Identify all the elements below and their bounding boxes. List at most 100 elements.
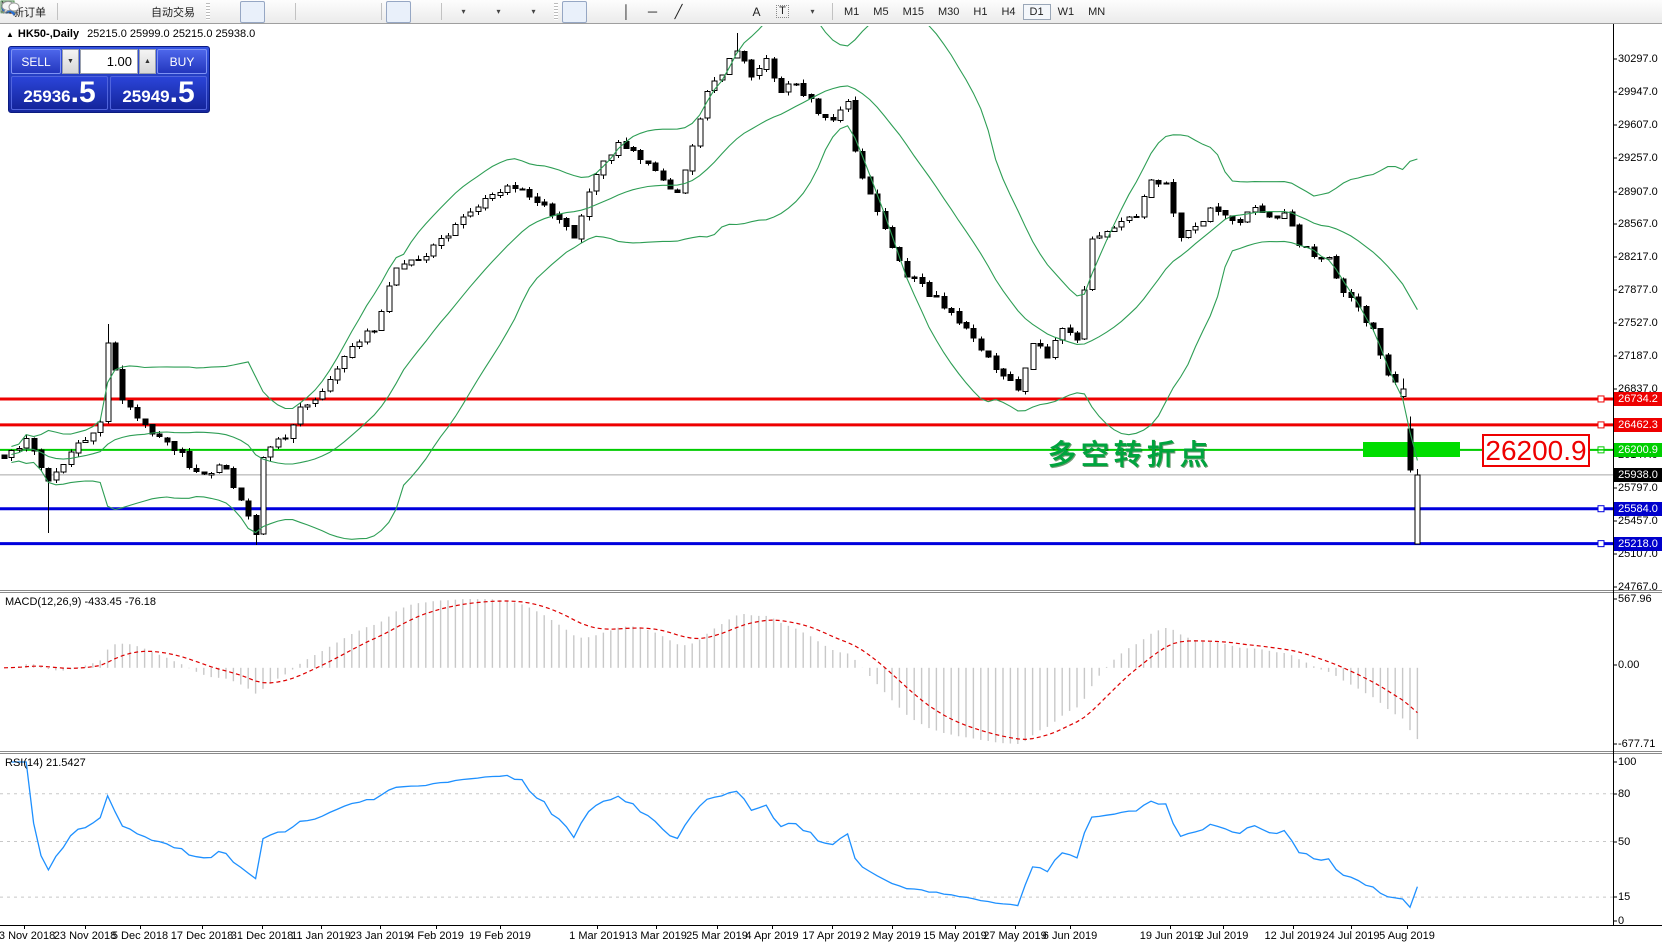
text-label-icon[interactable]: T <box>770 1 795 23</box>
rsi-pane <box>11 761 1419 909</box>
timeframe-button-h1[interactable]: H1 <box>973 5 988 18</box>
auto-trading-label: 自动交易 <box>151 6 195 19</box>
macd-tick: -677.71 <box>1618 738 1656 750</box>
date-tick: 5 Dec 2018 <box>111 930 169 942</box>
price-tick: 27187.0 <box>1618 350 1658 362</box>
auto-scroll-icon[interactable] <box>1 0 411 23</box>
price-tick: 29257.0 <box>1618 152 1658 164</box>
symbol-period-label: HK50-,Daily <box>17 28 80 40</box>
date-tick: 19 Feb 2019 <box>469 930 531 942</box>
date-tick: 2 May 2019 <box>863 930 921 942</box>
ohlc-values: 25215.0 25999.0 25215.0 25938.0 <box>87 28 256 40</box>
date-tick: 13 Nov 2018 <box>0 930 56 942</box>
timeframe-button-w1[interactable]: W1 <box>1057 5 1075 18</box>
horizontal-line-icon[interactable]: ─ <box>647 4 658 19</box>
timeframe-button-m30[interactable]: M30 <box>937 5 960 18</box>
timeframe-bar: M1 M5 M15 M30 H1 H4 D1 W1 MN <box>837 3 1112 20</box>
date-tick: 23 Jan 2019 <box>349 930 411 942</box>
date-tick: 13 Mar 2019 <box>625 930 687 942</box>
divider <box>441 3 442 20</box>
volume-decrease-button[interactable]: ▼ <box>62 49 79 74</box>
date-tick: 31 Dec 2018 <box>230 930 294 942</box>
chart-title: ▲ HK50-,Daily 25215.0 25999.0 25215.0 2593… <box>6 28 255 40</box>
macd-pane <box>3 599 1419 744</box>
price-badge-25584.0: 25584.0 <box>1614 502 1662 516</box>
toolbar-grip[interactable] <box>206 3 210 20</box>
date-tick: 2 Jul 2019 <box>1197 930 1249 942</box>
price-tick: 29947.0 <box>1618 86 1658 98</box>
price-tick: 25797.0 <box>1618 482 1658 494</box>
timeframe-button-m1[interactable]: M1 <box>844 5 860 18</box>
price-tick: 30297.0 <box>1618 53 1658 65</box>
date-tick: 15 May 2019 <box>923 930 987 942</box>
date-tick: 4 Feb 2019 <box>408 930 464 942</box>
one-click-trading-panel: SELL ▼ 1.00 ▲ BUY 25936.5 25949.5 <box>8 46 210 113</box>
price-tick: 24767.0 <box>1618 581 1658 593</box>
buy-price-frac: .5 <box>169 76 195 109</box>
rsi-tick: 50 <box>1618 836 1631 848</box>
turning-point-annotation[interactable]: 多空转折点 <box>1048 439 1214 470</box>
divider <box>381 3 382 20</box>
date-tick: 25 Mar 2019 <box>686 930 748 942</box>
price-tick: 25107.0 <box>1618 548 1658 560</box>
macd-tick: 0.00 <box>1618 659 1640 671</box>
buy-price-button[interactable]: 25949.5 <box>110 76 207 110</box>
text-icon[interactable]: A <box>752 4 761 19</box>
date-tick: 12 Jul 2019 <box>1264 930 1322 942</box>
rsi-tick: 15 <box>1618 891 1631 903</box>
price-badge-26200.9: 26200.9 <box>1614 443 1662 457</box>
date-tick: 23 Nov 2018 <box>53 930 117 942</box>
date-tick: 24 Jul 2019 <box>1322 930 1380 942</box>
price-tick: 28567.0 <box>1618 218 1658 230</box>
price-badge-25938.0: 25938.0 <box>1614 468 1662 482</box>
sell-button[interactable]: SELL <box>11 49 61 74</box>
new-order-label: 新订单 <box>13 6 46 19</box>
date-tick: 17 Dec 2018 <box>170 930 234 942</box>
rsi-tick: 100 <box>1618 756 1637 768</box>
timeframe-button-d1[interactable]: D1 <box>1022 3 1051 20</box>
timeframe-button-mn[interactable]: MN <box>1088 5 1106 18</box>
date-tick: 11 Jan 2019 <box>291 930 351 942</box>
price-tick: 28907.0 <box>1618 186 1658 198</box>
date-tick: 17 Apr 2019 <box>802 930 862 942</box>
price-tick: 27527.0 <box>1618 317 1658 329</box>
chat-icon[interactable] <box>1 1 1660 23</box>
collapse-icon[interactable]: ▲ <box>6 30 14 39</box>
sell-price-main: 25936 <box>23 87 71 106</box>
date-tick: 1 Mar 2019 <box>569 930 625 942</box>
price-tick: 29607.0 <box>1618 119 1658 131</box>
buy-button[interactable]: BUY <box>157 49 207 74</box>
date-tick: 19 Jun 2019 <box>1139 930 1201 942</box>
candles <box>1 32 1421 545</box>
toolbar-grip[interactable] <box>554 3 558 20</box>
divider <box>295 3 296 20</box>
rsi-tick: 80 <box>1618 788 1631 800</box>
date-tick: 5 Aug 2019 <box>1379 930 1435 942</box>
volume-input[interactable]: 1.00 <box>80 49 138 74</box>
timeframe-button-m15[interactable]: M15 <box>902 5 924 18</box>
price-tick: 28217.0 <box>1618 251 1658 263</box>
date-tick: 4 Apr 2019 <box>745 930 799 942</box>
vertical-line-icon[interactable]: │ <box>622 4 631 19</box>
rsi-label: RSI(14) 21.5427 <box>5 757 86 769</box>
volume-increase-button[interactable]: ▲ <box>139 49 156 74</box>
timeframe-button-h4[interactable]: H4 <box>1001 5 1016 18</box>
bollinger-bands <box>11 26 1418 540</box>
sell-price-frac: .5 <box>70 76 96 109</box>
divider <box>57 3 58 20</box>
buy-price-main: 25949 <box>122 87 170 106</box>
price-tick: 27877.0 <box>1618 284 1658 296</box>
macd-label: MACD(12,26,9) -433.45 -76.18 <box>5 596 157 608</box>
toolbar: 新订单 自动交易 <box>0 0 1662 24</box>
date-tick: 6 Jun 2019 <box>1042 930 1098 942</box>
price-flag-label[interactable]: 26200.9 <box>1482 434 1590 467</box>
sell-price-button[interactable]: 25936.5 <box>11 76 108 110</box>
divider <box>832 3 833 20</box>
timeframe-button-m5[interactable]: M5 <box>873 5 889 18</box>
trend-line-icon[interactable]: ╱ <box>674 4 683 19</box>
price-tick: 25457.0 <box>1618 515 1658 527</box>
date-tick: 27 May 2019 <box>983 930 1047 942</box>
